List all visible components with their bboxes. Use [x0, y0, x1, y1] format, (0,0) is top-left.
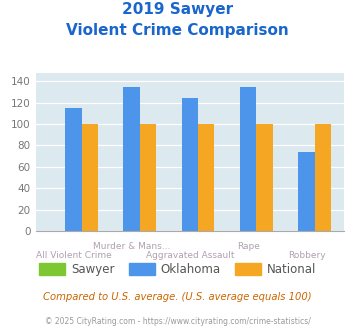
Bar — [65, 108, 82, 231]
Bar — [240, 86, 256, 231]
Bar — [182, 98, 198, 231]
Text: © 2025 CityRating.com - https://www.cityrating.com/crime-statistics/: © 2025 CityRating.com - https://www.city… — [45, 317, 310, 326]
Text: Murder & Mans...: Murder & Mans... — [93, 242, 170, 251]
Text: Robbery: Robbery — [288, 251, 325, 260]
Text: 2019 Sawyer: 2019 Sawyer — [122, 2, 233, 16]
Bar — [315, 124, 331, 231]
Bar — [124, 86, 140, 231]
Bar — [298, 152, 315, 231]
Bar — [82, 124, 98, 231]
Legend: Sawyer, Oklahoma, National: Sawyer, Oklahoma, National — [34, 258, 321, 281]
Text: All Violent Crime: All Violent Crime — [36, 251, 111, 260]
Text: Aggravated Assault: Aggravated Assault — [146, 251, 234, 260]
Text: Rape: Rape — [237, 242, 260, 251]
Text: Violent Crime Comparison: Violent Crime Comparison — [66, 23, 289, 38]
Bar — [140, 124, 156, 231]
Bar — [198, 124, 214, 231]
Text: Compared to U.S. average. (U.S. average equals 100): Compared to U.S. average. (U.S. average … — [43, 292, 312, 302]
Bar — [256, 124, 273, 231]
